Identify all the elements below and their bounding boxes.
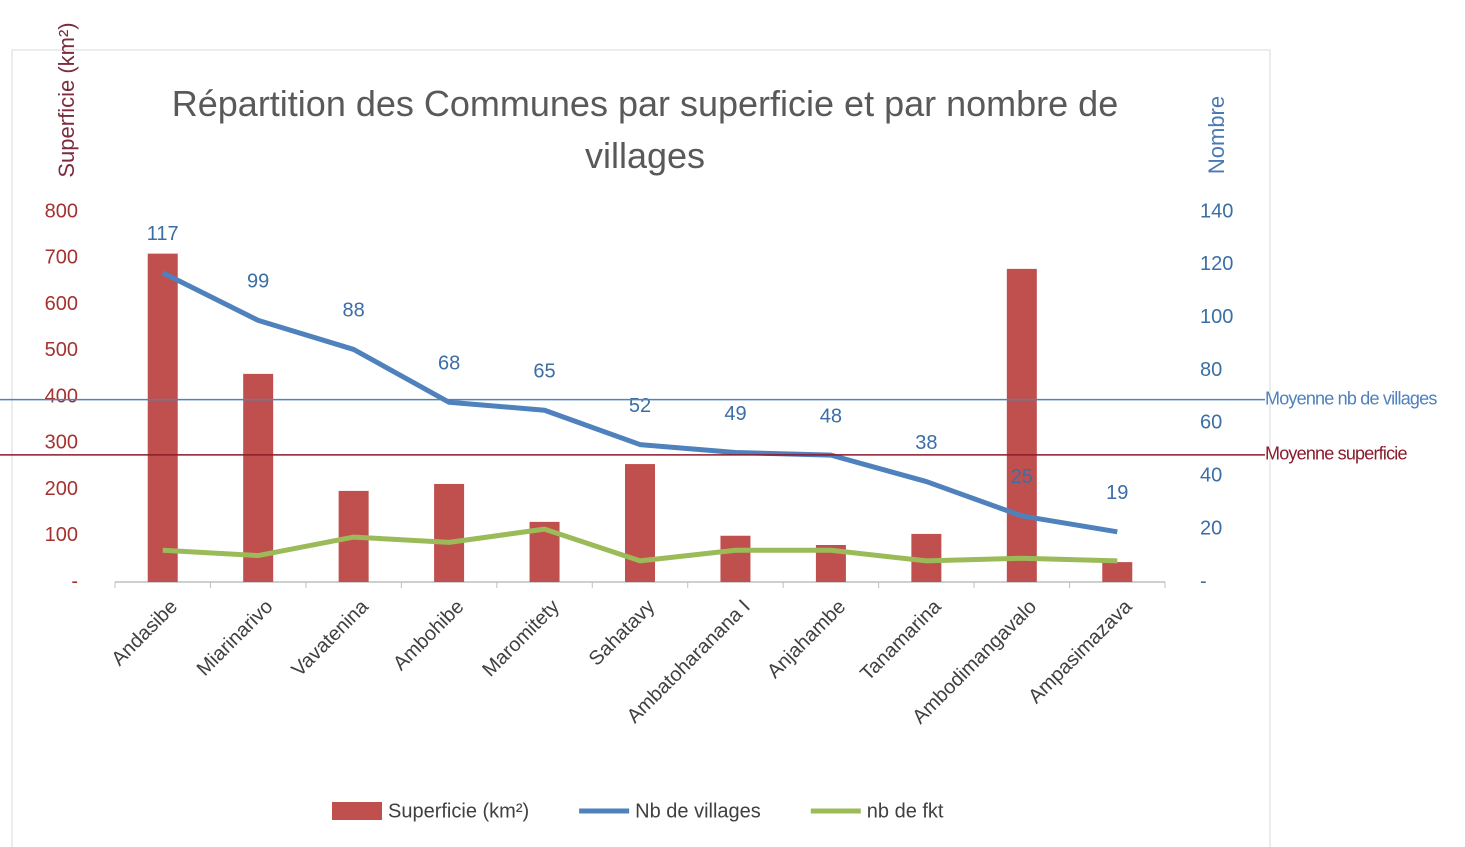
data-label: 68 xyxy=(438,353,460,375)
y2-tick-label: 120 xyxy=(1200,253,1233,275)
y2-tick-label: 40 xyxy=(1200,465,1222,487)
y-tick-label: 200 xyxy=(45,478,78,500)
y-tick-label: - xyxy=(71,570,78,592)
data-label: 88 xyxy=(343,300,365,322)
y2-tick-label: 100 xyxy=(1200,306,1233,328)
y2-tick-label: 140 xyxy=(1200,200,1233,222)
data-label: 48 xyxy=(820,405,842,427)
x-tick-label: Anjahambe xyxy=(763,596,850,683)
data-label: 38 xyxy=(915,432,937,454)
bar xyxy=(243,373,274,582)
bar xyxy=(147,253,178,582)
data-label: 117 xyxy=(147,223,179,245)
reference-label: Moyenne nb de villages xyxy=(1265,388,1437,408)
x-tick-label: Vavatenina xyxy=(288,595,374,681)
bar xyxy=(720,535,751,582)
y-tick-label: 700 xyxy=(45,247,78,269)
y-tick-label: 300 xyxy=(45,432,78,454)
bar xyxy=(1102,562,1133,582)
y-tick-label: 800 xyxy=(45,200,78,222)
data-label: 65 xyxy=(533,360,555,382)
x-tick-label: Ambohibe xyxy=(389,596,468,675)
x-tick-label: Maromitety xyxy=(478,596,563,681)
data-label: 19 xyxy=(1106,482,1128,504)
y-axis-title: Superficie (km²) xyxy=(54,22,79,177)
legend-label: nb de fkt xyxy=(867,800,944,822)
data-label: 52 xyxy=(629,395,651,417)
chart-title: Répartition des Communes par superficie … xyxy=(171,83,1119,176)
bar xyxy=(434,483,465,582)
y-tick-label: 600 xyxy=(45,293,78,315)
y2-axis-title: Nombre xyxy=(1204,96,1229,174)
data-label: 25 xyxy=(1011,466,1033,488)
y2-tick-label: 60 xyxy=(1200,412,1222,434)
legend-label: Superficie (km²) xyxy=(388,800,529,822)
chart-frame xyxy=(11,49,1271,847)
legend-label: Nb de villages xyxy=(635,800,761,822)
line xyxy=(161,270,1118,535)
x-tick-label: Ampasimazava xyxy=(1024,595,1137,708)
y-tick-label: 400 xyxy=(45,385,78,407)
x-tick-label: Tanamarina xyxy=(856,595,946,685)
y-tick-label: 100 xyxy=(45,524,78,546)
data-label: 49 xyxy=(724,403,746,425)
x-tick-label: Andasibe xyxy=(107,596,182,671)
reference-label: Moyenne superficie xyxy=(1265,444,1407,464)
bar xyxy=(1006,268,1037,582)
bar xyxy=(625,464,655,582)
y2-tick-label: 80 xyxy=(1200,359,1222,381)
y2-tick-label: - xyxy=(1200,570,1207,592)
legend-swatch xyxy=(332,802,382,820)
x-tick-label: Miarinarivo xyxy=(193,596,278,681)
line xyxy=(162,526,1118,564)
y2-tick-label: 20 xyxy=(1200,517,1222,539)
y-tick-label: 500 xyxy=(45,339,78,361)
data-label: 99 xyxy=(247,271,269,293)
x-tick-label: Sahatavy xyxy=(585,596,660,671)
